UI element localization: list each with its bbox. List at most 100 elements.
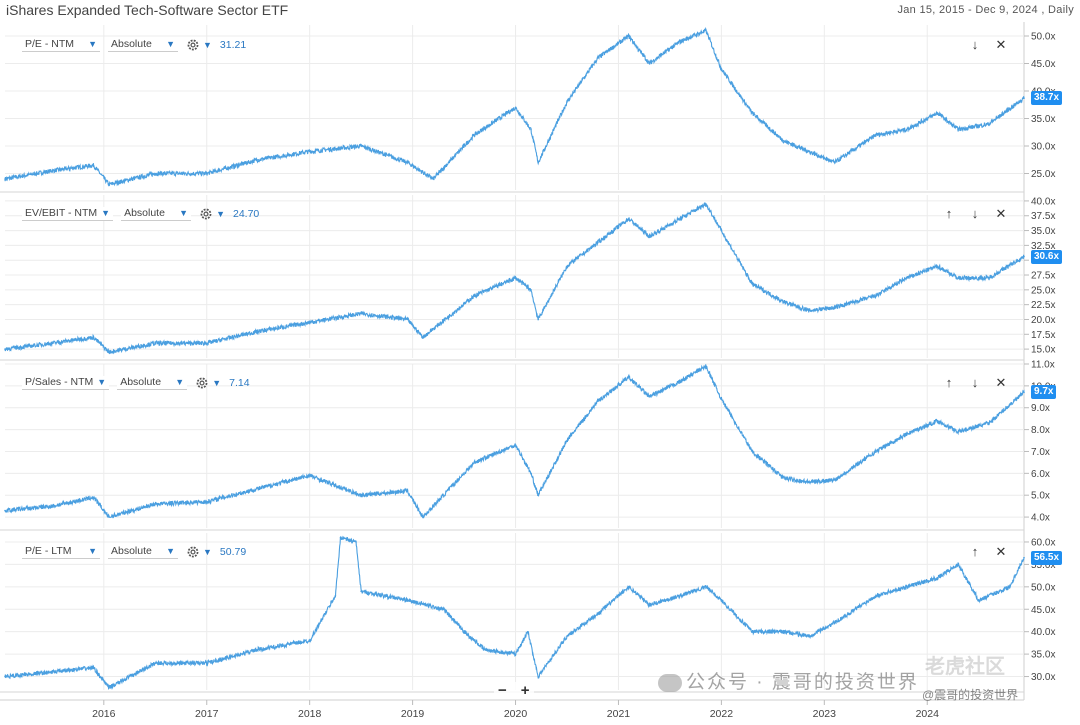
gear-icon xyxy=(187,546,199,558)
move-down-button[interactable]: ↓ xyxy=(971,375,979,390)
move-up-button[interactable]: ↑ xyxy=(945,206,953,221)
remove-panel-button[interactable]: ✕ xyxy=(995,544,1007,559)
data-point xyxy=(108,686,110,689)
x-tick-label: 2020 xyxy=(504,708,528,720)
data-point xyxy=(874,134,877,136)
y-tick-label: 45.0x xyxy=(1031,59,1055,70)
data-point xyxy=(957,128,959,131)
settings-button[interactable]: ▼ xyxy=(199,207,225,221)
y-tick-label: 50.0x xyxy=(1031,32,1055,43)
chevron-down-icon: ▼ xyxy=(179,208,189,218)
move-down-button[interactable]: ↓ xyxy=(971,37,979,52)
y-tick-label: 60.0x xyxy=(1031,537,1055,548)
data-point xyxy=(988,277,990,279)
data-point xyxy=(566,439,568,442)
settings-button[interactable]: ▼ xyxy=(186,545,212,559)
data-point xyxy=(257,487,260,490)
chevron-down-icon: ▼ xyxy=(101,208,111,218)
y-tick-label: 37.5x xyxy=(1031,211,1055,222)
chevron-down-icon: ▼ xyxy=(203,547,212,557)
mode-label: Absolute xyxy=(124,207,165,219)
data-point xyxy=(257,648,260,651)
metric-dropdown[interactable]: EV/EBIT - NTM ▼ xyxy=(22,207,114,221)
metric-dropdown[interactable]: P/E - NTM ▼ xyxy=(22,38,100,52)
settings-button[interactable]: ▼ xyxy=(195,376,221,390)
move-up-button[interactable]: ↑ xyxy=(945,375,953,390)
panel-3: 11.0x10.0x9.0x8.0x7.0x6.0x5.0x4.0x xyxy=(0,360,1055,531)
mode-label: Absolute xyxy=(111,545,152,557)
y-tick-label: 6.0x xyxy=(1031,469,1050,480)
y-tick-label: 40.0x xyxy=(1031,627,1055,638)
data-point xyxy=(108,183,110,186)
settings-button[interactable]: ▼ xyxy=(186,38,212,52)
data-point xyxy=(514,106,517,109)
data-point xyxy=(648,396,651,398)
current-value-badge: 56.5x xyxy=(1031,550,1063,565)
y-tick-label: 35.0x xyxy=(1031,114,1055,125)
data-point xyxy=(566,635,568,637)
watermark-account: 公众号 · 震哥的投资世界 xyxy=(658,667,919,694)
y-tick-label: 17.5x xyxy=(1031,330,1055,341)
zoom-out-button[interactable]: − xyxy=(498,682,507,699)
data-point xyxy=(905,277,908,279)
data-point xyxy=(905,128,908,131)
data-point xyxy=(205,500,208,503)
y-tick-label: 9.0x xyxy=(1031,403,1050,414)
x-tick-label: 2022 xyxy=(710,708,734,720)
data-point xyxy=(154,172,157,175)
data-point xyxy=(705,365,707,367)
x-axis: 2016 2017 2018 2019 2020 2021 2022 2023 2024 xyxy=(92,700,939,720)
data-point xyxy=(530,289,532,291)
remove-panel-button[interactable]: ✕ xyxy=(995,37,1007,52)
y-tick-label: 32.5x xyxy=(1031,241,1055,252)
data-point xyxy=(4,509,6,512)
y-tick-label: 11.0x xyxy=(1031,360,1055,371)
data-point xyxy=(627,586,630,588)
data-point xyxy=(705,203,707,205)
zoom-in-button[interactable]: + xyxy=(520,682,530,699)
data-point xyxy=(977,599,980,602)
data-point xyxy=(874,450,877,453)
data-point xyxy=(360,494,362,497)
remove-panel-button[interactable]: ✕ xyxy=(995,375,1007,390)
mode-label: Absolute xyxy=(111,38,152,50)
data-point xyxy=(360,312,362,315)
mode-dropdown[interactable]: Absolute ▼ xyxy=(117,376,188,390)
remove-panel-button[interactable]: ✕ xyxy=(995,206,1007,221)
series-line xyxy=(4,202,1025,355)
mode-dropdown[interactable]: Absolute ▼ xyxy=(108,38,178,52)
data-point xyxy=(92,336,95,339)
move-up-button[interactable]: ↑ xyxy=(971,544,979,559)
data-point xyxy=(463,630,465,633)
move-down-button[interactable]: ↓ xyxy=(971,206,979,221)
y-tick-label: 35.0x xyxy=(1031,226,1055,237)
y-tick-label: 40.0x xyxy=(1031,196,1055,207)
mode-dropdown[interactable]: Absolute ▼ xyxy=(121,207,192,221)
metric-dropdown[interactable]: P/E - LTM ▼ xyxy=(22,545,100,559)
data-point xyxy=(92,164,95,167)
chevron-down-icon: ▼ xyxy=(212,378,222,388)
panel-controls: P/Sales - NTM ▼ Absolute ▼ ▼ 7.14 xyxy=(22,376,250,390)
mode-dropdown[interactable]: Absolute ▼ xyxy=(108,545,178,559)
data-point xyxy=(205,172,208,175)
panel-2: 40.0x37.5x35.0x32.5x30.0x27.5x25.0x22.5x… xyxy=(0,195,1055,361)
data-point xyxy=(833,479,836,481)
chevron-down-icon: ▼ xyxy=(88,39,97,49)
data-point xyxy=(833,621,836,624)
data-point xyxy=(514,277,517,279)
y-tick-label: 25.0x xyxy=(1031,285,1055,296)
metric-dropdown[interactable]: P/Sales - NTM ▼ xyxy=(22,376,110,390)
data-point xyxy=(808,635,810,637)
data-point xyxy=(936,420,939,422)
current-multiple: 24.70 xyxy=(233,208,260,220)
x-tick-label: 2016 xyxy=(92,708,116,720)
data-point xyxy=(355,541,357,543)
data-point xyxy=(339,536,342,539)
chevron-down-icon: ▼ xyxy=(216,209,225,219)
data-point xyxy=(1023,391,1025,394)
data-point xyxy=(720,398,723,400)
data-point xyxy=(308,474,311,477)
data-point xyxy=(51,671,54,673)
data-point xyxy=(627,35,630,37)
data-point xyxy=(627,376,630,378)
